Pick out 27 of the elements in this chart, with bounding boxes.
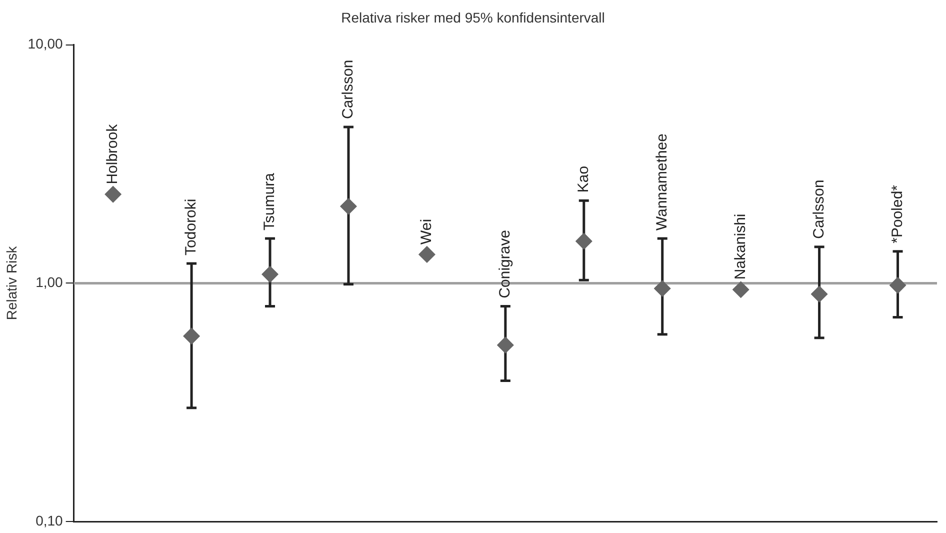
point [497, 337, 514, 354]
point [262, 266, 278, 282]
x-tick-label: Holbrook [104, 124, 122, 184]
y-tick-label: 1,00 [36, 274, 64, 290]
y-tick-label: 10,00 [28, 36, 64, 52]
x-tick-label: Wannamethee [653, 133, 670, 230]
y-axis-title: Relativ Risk [3, 245, 20, 320]
x-tick-label: Nakanishi [732, 214, 749, 280]
point [890, 277, 906, 294]
chart-title: Relativa risker med 95% konfidensintervall [341, 9, 605, 26]
y-tick-label: 0,10 [36, 512, 64, 528]
x-tick-label: Carlsson [810, 180, 828, 239]
x-tick-label: *Pooled* [888, 184, 906, 244]
point [105, 186, 122, 202]
x-tick-label: Conigrave [496, 230, 514, 298]
x-tick-label: Todoroki [182, 198, 200, 256]
point [654, 280, 670, 297]
point [576, 233, 592, 250]
point [184, 328, 200, 344]
x-tick-label: Wei [418, 218, 436, 244]
point [340, 198, 356, 214]
x-tick-label: Kao [575, 166, 592, 193]
point [732, 282, 749, 298]
x-tick-label: Carlsson [340, 60, 357, 120]
x-tick-label: Tsumura [261, 172, 278, 230]
point [418, 246, 435, 262]
point [811, 286, 828, 302]
